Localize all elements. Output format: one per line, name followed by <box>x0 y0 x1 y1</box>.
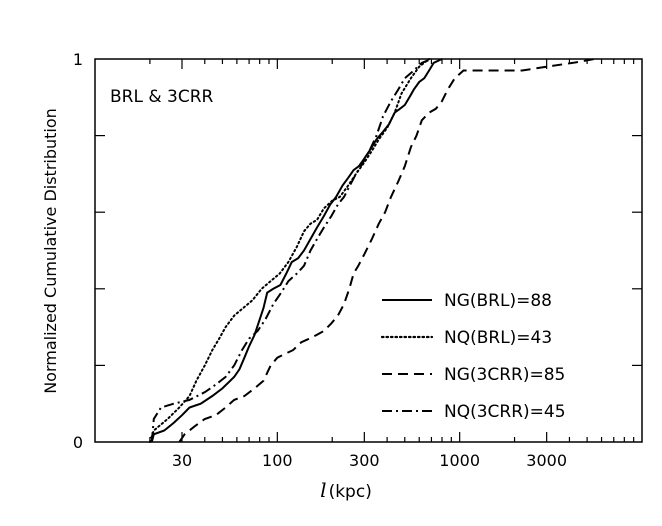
x-axis-unit: (kpc) <box>329 482 372 502</box>
x-axis-label: l (kpc) <box>320 478 372 502</box>
x-tick-label: 300 <box>349 451 380 470</box>
y-tick-label: 0 <box>73 433 83 452</box>
series-line-2 <box>148 58 431 443</box>
plot-frame <box>94 58 643 443</box>
legend-label: NG(BRL)=88 <box>444 291 552 311</box>
chart-annotation: BRL & 3CRR <box>110 87 214 107</box>
legend-label: NQ(3CRR)=45 <box>444 402 566 422</box>
series-line-3 <box>178 58 595 443</box>
y-axis-ticks: 01 <box>73 50 642 452</box>
y-axis-label: Normalized Cumulative Distribution <box>41 108 60 394</box>
x-tick-label: 1000 <box>439 451 480 470</box>
series-line-4 <box>150 58 432 443</box>
series-line-1 <box>150 58 443 443</box>
series-layer <box>148 58 595 443</box>
legend: NG(BRL)=88 NQ(BRL)=43 NG(3CRR)=85 NQ(3CRR)=… <box>380 291 566 422</box>
y-tick-label: 1 <box>73 50 83 69</box>
x-axis-ticks: 30 100 300 1000 3000 <box>149 59 635 470</box>
legend-label: NQ(BRL)=43 <box>444 328 552 348</box>
x-axis-symbol: l <box>320 478 326 502</box>
x-tick-label: 100 <box>262 451 293 470</box>
x-tick-label: 30 <box>172 451 192 470</box>
legend-label: NG(3CRR)=85 <box>444 365 565 385</box>
x-tick-label: 3000 <box>526 451 567 470</box>
